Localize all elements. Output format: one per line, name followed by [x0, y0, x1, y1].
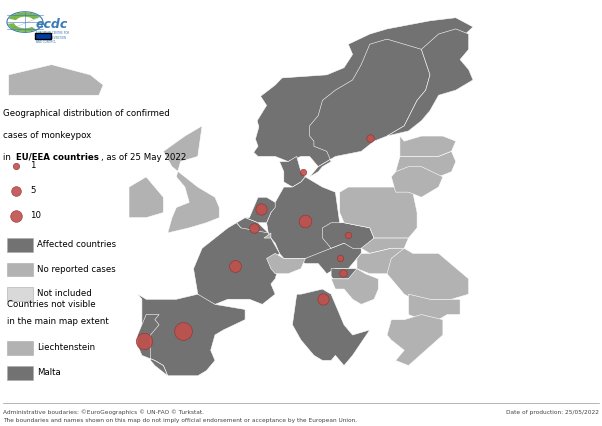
Polygon shape: [8, 65, 103, 95]
Text: Liechtenstein: Liechtenstein: [37, 343, 96, 352]
Polygon shape: [357, 248, 404, 274]
Point: [256, 206, 265, 213]
Point: [249, 225, 258, 231]
Circle shape: [7, 12, 43, 32]
Polygon shape: [331, 269, 379, 304]
Point: [338, 269, 348, 276]
Polygon shape: [138, 314, 168, 376]
Point: [335, 255, 344, 262]
Point: [318, 296, 327, 302]
Point: [300, 217, 310, 224]
Text: Geographical distribution of confirmed: Geographical distribution of confirmed: [3, 109, 170, 118]
Wedge shape: [8, 23, 36, 32]
Polygon shape: [237, 218, 268, 238]
Polygon shape: [391, 167, 443, 197]
FancyBboxPatch shape: [7, 238, 33, 252]
Text: EU/EEA countries: EU/EEA countries: [16, 153, 99, 162]
Polygon shape: [297, 243, 361, 274]
Text: Countries not visible: Countries not visible: [7, 300, 96, 309]
Polygon shape: [267, 177, 344, 259]
Polygon shape: [387, 29, 473, 136]
Point: [231, 262, 240, 269]
Text: 10: 10: [30, 211, 41, 220]
Text: 5: 5: [30, 186, 36, 195]
Text: EUROPEAN CENTRE FOR
DISEASE PREVENTION
AND CONTROL: EUROPEAN CENTRE FOR DISEASE PREVENTION A…: [36, 31, 69, 44]
FancyBboxPatch shape: [7, 366, 33, 380]
Text: Malta: Malta: [37, 368, 61, 377]
Text: in: in: [3, 153, 14, 162]
Point: [344, 232, 353, 239]
Polygon shape: [163, 126, 219, 233]
Polygon shape: [264, 233, 271, 238]
Polygon shape: [396, 151, 456, 177]
Text: ecdc: ecdc: [36, 18, 68, 31]
Polygon shape: [309, 39, 430, 177]
FancyBboxPatch shape: [7, 341, 33, 354]
FancyBboxPatch shape: [7, 287, 33, 301]
Wedge shape: [9, 12, 40, 20]
Polygon shape: [409, 294, 460, 320]
Polygon shape: [387, 248, 469, 299]
Polygon shape: [129, 177, 163, 218]
Text: in the main map extent: in the main map extent: [7, 317, 109, 326]
Polygon shape: [387, 314, 443, 366]
Point: [140, 338, 149, 345]
Polygon shape: [193, 223, 279, 304]
Text: , as of 25 May 2022: , as of 25 May 2022: [101, 153, 186, 162]
Polygon shape: [279, 156, 305, 187]
Text: Date of production: 25/05/2022: Date of production: 25/05/2022: [506, 410, 599, 415]
Text: Affected countries: Affected countries: [37, 241, 116, 250]
Point: [298, 168, 308, 175]
Text: cases of monkeypox: cases of monkeypox: [3, 131, 92, 140]
Polygon shape: [138, 294, 245, 376]
Text: The boundaries and names shown on this map do not imply official endorsement or : The boundaries and names shown on this m…: [3, 418, 357, 423]
Text: Administrative boudaries: ©EuroGeographics © UN-FAO © Turkstat.: Administrative boudaries: ©EuroGeographi…: [3, 410, 204, 415]
Polygon shape: [267, 253, 305, 274]
Polygon shape: [400, 136, 456, 156]
FancyBboxPatch shape: [35, 33, 51, 39]
Polygon shape: [253, 18, 473, 167]
Polygon shape: [331, 269, 357, 279]
Point: [178, 328, 188, 334]
Polygon shape: [361, 238, 409, 253]
Text: 1: 1: [30, 161, 36, 170]
Polygon shape: [245, 197, 275, 223]
Polygon shape: [323, 223, 374, 248]
Polygon shape: [275, 289, 370, 366]
Point: [365, 135, 374, 141]
FancyBboxPatch shape: [7, 263, 33, 276]
Polygon shape: [340, 187, 417, 238]
Text: No reported cases: No reported cases: [37, 265, 116, 274]
Text: Not included: Not included: [37, 289, 92, 298]
